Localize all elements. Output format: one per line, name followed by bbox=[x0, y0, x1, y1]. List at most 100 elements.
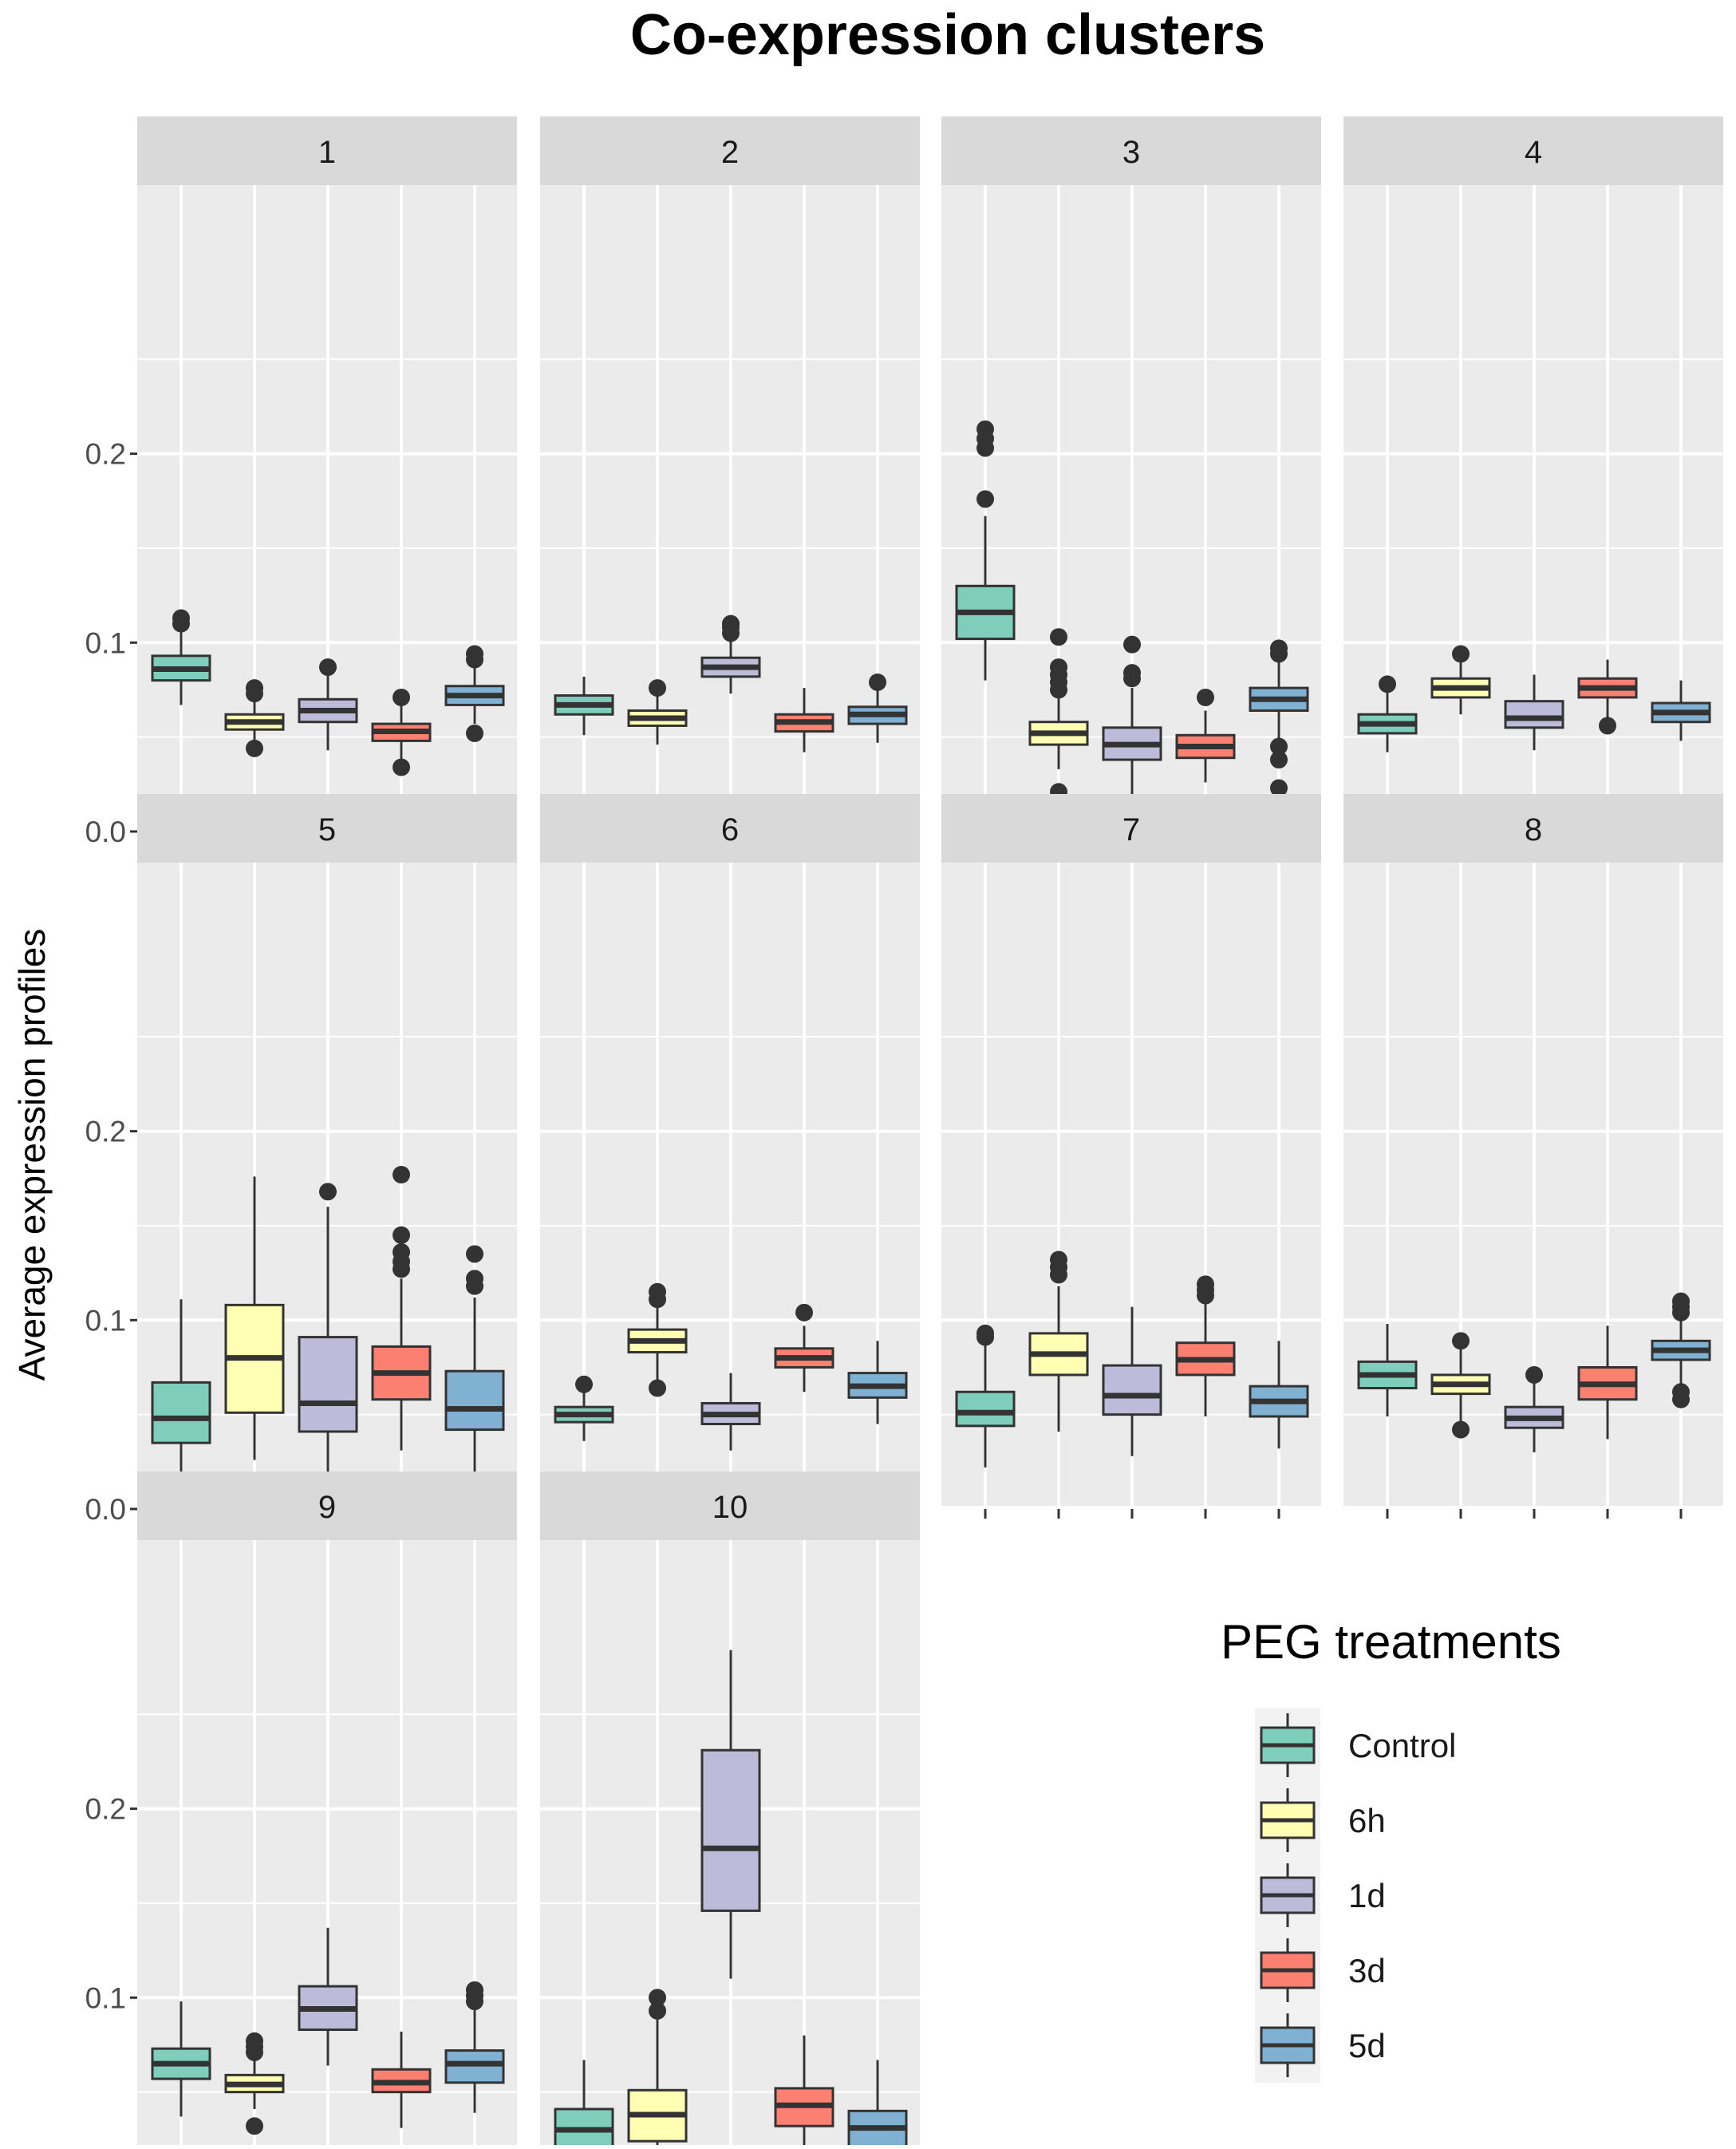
box-5d bbox=[1651, 1292, 1711, 1408]
facet-panel-8: 8 bbox=[1343, 794, 1723, 1519]
facet-strip-label: 7 bbox=[1122, 812, 1140, 847]
facet-panel-4: 4 bbox=[1343, 117, 1723, 833]
outlier-point bbox=[977, 490, 994, 508]
legend-item-3d: 3d bbox=[1260, 1938, 1386, 2002]
box-3d bbox=[1175, 1275, 1236, 1417]
facet-strip-label: 6 bbox=[721, 812, 739, 847]
outlier-point bbox=[649, 2001, 666, 2020]
outlier-point bbox=[393, 1243, 410, 1262]
box-5d bbox=[1249, 639, 1309, 797]
outlier-point bbox=[1197, 1275, 1214, 1294]
facet-strip bbox=[941, 794, 1321, 863]
facet-strip-label: 5 bbox=[318, 812, 336, 847]
outlier-point bbox=[1379, 675, 1396, 693]
box-6h bbox=[224, 1176, 285, 1460]
outlier-point bbox=[393, 1226, 410, 1244]
chart-title: Co-expression clusters bbox=[630, 3, 1265, 67]
outlier-point bbox=[393, 1166, 410, 1184]
y-tick-label: 0.1 bbox=[85, 1304, 126, 1337]
box-3d bbox=[371, 2031, 432, 2128]
facet-strip bbox=[540, 1472, 920, 1540]
box-body bbox=[444, 2049, 505, 2084]
box-3d bbox=[774, 1303, 834, 1393]
box-3d bbox=[1175, 688, 1236, 814]
facet-strip bbox=[1343, 117, 1723, 185]
box-body bbox=[554, 2108, 614, 2149]
box-6h bbox=[627, 1282, 688, 1397]
box-3d bbox=[1577, 1325, 1638, 1440]
box-1d bbox=[700, 1373, 761, 1451]
box-1d bbox=[298, 1183, 358, 1488]
y-tick-label: 0.0 bbox=[85, 1493, 126, 1526]
box-Control bbox=[554, 1375, 614, 1441]
outlier-point bbox=[1123, 635, 1141, 654]
y-axis-label: Average expression profiles bbox=[11, 929, 53, 1381]
box-5d bbox=[847, 1341, 908, 1424]
box-1d bbox=[1504, 674, 1564, 751]
box-5d bbox=[444, 645, 505, 742]
box-5d bbox=[1651, 680, 1711, 741]
outlier-point bbox=[1672, 1292, 1690, 1310]
box-6h bbox=[627, 679, 688, 745]
box-6h bbox=[224, 2032, 285, 2135]
facet-strip-label: 1 bbox=[318, 135, 336, 170]
box-3d bbox=[371, 1166, 432, 1451]
box-6h bbox=[1430, 645, 1491, 715]
box-body bbox=[444, 1369, 505, 1432]
box-3d bbox=[774, 2035, 834, 2149]
outlier-point bbox=[649, 1989, 666, 2007]
outlier-point bbox=[649, 1379, 666, 1397]
outlier-point bbox=[1050, 658, 1067, 677]
box-6h bbox=[627, 1989, 688, 2149]
box-1d bbox=[700, 1649, 761, 1979]
facet-strip bbox=[137, 1472, 517, 1540]
facet-strip-label: 4 bbox=[1525, 135, 1542, 170]
facet-panel-10: 10 bbox=[540, 1472, 920, 2149]
box-1d bbox=[1102, 635, 1162, 805]
outlier-point bbox=[319, 658, 337, 677]
outlier-point bbox=[246, 2117, 263, 2135]
outlier-point bbox=[977, 420, 994, 438]
facet-panel-5: 5 0.0 0.1 0.2 bbox=[85, 794, 517, 1526]
box-5d bbox=[444, 1245, 505, 1475]
outlier-point bbox=[1197, 688, 1214, 706]
box-5d bbox=[1249, 1341, 1309, 1449]
box-3d bbox=[774, 688, 834, 753]
outlier-point bbox=[1050, 628, 1067, 646]
facet-panel-6: 6 bbox=[540, 794, 920, 1511]
facet-strip bbox=[540, 117, 920, 185]
box-1d bbox=[298, 658, 358, 751]
legend-item-label: 3d bbox=[1348, 1952, 1386, 1989]
legend-item-1d: 1d bbox=[1260, 1863, 1386, 1927]
facet-strip-label: 8 bbox=[1525, 812, 1542, 847]
box-Control bbox=[1357, 675, 1418, 753]
box-Control bbox=[151, 1299, 211, 1485]
y-tick-label: 0.1 bbox=[85, 626, 126, 659]
box-body bbox=[955, 1390, 1016, 1428]
box-Control bbox=[554, 676, 614, 736]
box-1d bbox=[700, 614, 761, 694]
box-body bbox=[151, 1381, 211, 1444]
outlier-point bbox=[1123, 664, 1141, 682]
box-body bbox=[1102, 1364, 1162, 1416]
outlier-point bbox=[1452, 645, 1470, 663]
box-6h bbox=[1028, 628, 1089, 801]
outlier-point bbox=[1050, 1250, 1067, 1269]
outlier-point bbox=[1270, 751, 1288, 769]
box-Control bbox=[955, 420, 1016, 681]
outlier-point bbox=[393, 758, 410, 776]
box-3d bbox=[1577, 659, 1638, 735]
box-5d bbox=[847, 674, 908, 743]
box-6h bbox=[1028, 1250, 1089, 1432]
facet-panel-7: 7 bbox=[941, 794, 1321, 1519]
outlier-point bbox=[977, 1324, 994, 1342]
facet-strip-label: 2 bbox=[721, 135, 739, 170]
y-tick-label: 0.2 bbox=[85, 438, 126, 471]
outlier-point bbox=[246, 739, 263, 757]
legend-item-label: 6h bbox=[1348, 1802, 1386, 1839]
y-tick-label: 0.2 bbox=[85, 1793, 126, 1826]
box-6h bbox=[224, 679, 285, 757]
outlier-point bbox=[649, 679, 666, 697]
box-5d bbox=[444, 1981, 505, 2113]
